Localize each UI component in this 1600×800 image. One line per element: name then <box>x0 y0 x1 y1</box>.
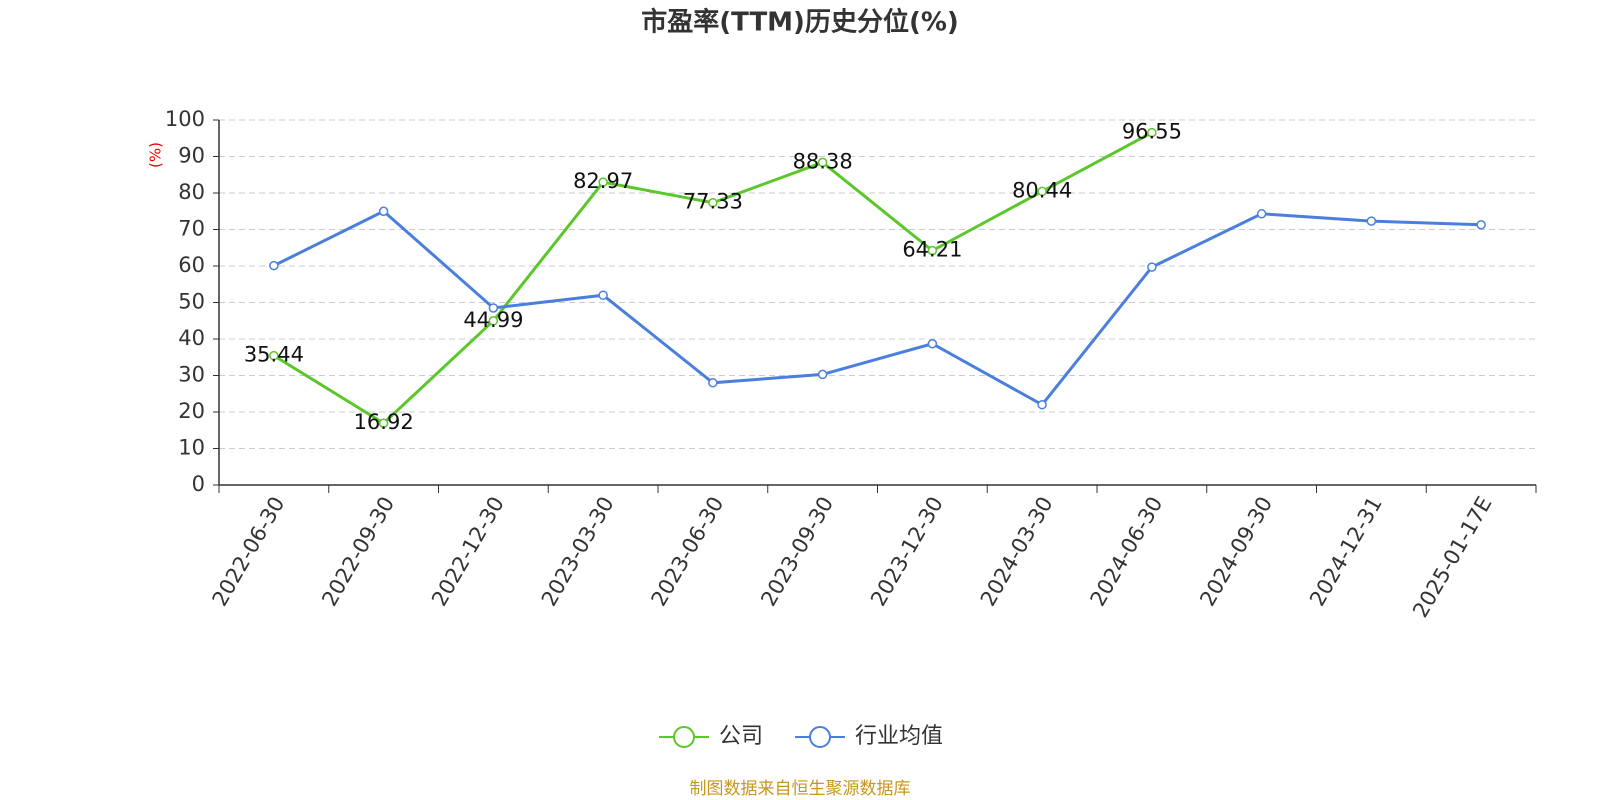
data-point <box>1366 216 1377 226</box>
data-point <box>378 418 389 428</box>
legend-marker <box>809 726 832 748</box>
chart-title: 市盈率(TTM)历史分位(%) <box>641 7 959 38</box>
data-point <box>1476 220 1486 230</box>
y-tick-label: 40 <box>178 326 205 350</box>
data-point <box>488 303 499 313</box>
x-tick-label: 2022-06-30 <box>208 493 290 611</box>
y-tick-label: 10 <box>178 436 205 460</box>
y-tick-label: 20 <box>178 399 205 423</box>
data-point <box>269 350 279 361</box>
data-point <box>598 177 608 187</box>
data-point <box>1147 127 1157 138</box>
legend-marker <box>673 726 695 748</box>
legend-label: 公司 <box>719 724 763 749</box>
data-point <box>708 197 718 208</box>
y-tick-label: 70 <box>178 217 205 241</box>
y-tick-label: 50 <box>178 290 205 314</box>
data-point <box>1037 186 1047 197</box>
y-tick-label: 30 <box>178 363 205 387</box>
data-point <box>378 206 389 216</box>
legend-label: 行业均值 <box>855 724 943 749</box>
x-tick-label: 2023-09-30 <box>756 493 838 611</box>
x-tick-label: 2025-01-17E <box>1408 493 1496 622</box>
data-label: 88.38 <box>793 149 853 173</box>
data-point <box>598 290 608 300</box>
x-tick-label: 2024-06-30 <box>1086 493 1168 611</box>
data-point <box>927 245 938 256</box>
x-tick-label: 2023-03-30 <box>537 493 619 611</box>
y-tick-label: 100 <box>165 107 205 131</box>
data-point <box>1256 209 1267 219</box>
y-tick-label: 60 <box>178 253 205 277</box>
data-point <box>488 316 499 326</box>
data-point <box>1037 399 1047 410</box>
data-label: 35.44 <box>244 343 304 367</box>
data-label: 82.97 <box>573 169 633 193</box>
y-axis-label: (%) <box>147 142 165 168</box>
y-tick-label: 80 <box>178 180 205 204</box>
series-line <box>273 209 1482 407</box>
data-label: 16.92 <box>354 410 414 434</box>
x-tick-label: 2024-12-31 <box>1305 493 1387 611</box>
source-note: 制图数据来自恒生聚源数据库 <box>690 779 911 799</box>
data-point <box>269 260 279 271</box>
x-tick-label: 2024-03-30 <box>976 493 1058 611</box>
data-point <box>817 369 828 380</box>
x-tick-label: 2024-09-30 <box>1195 493 1277 611</box>
data-point <box>708 378 718 388</box>
x-tick-label: 2023-12-30 <box>866 493 948 611</box>
data-point <box>927 338 938 349</box>
data-label: 80.44 <box>1012 178 1072 202</box>
y-tick-label: 0 <box>192 472 205 496</box>
data-label: 96.55 <box>1122 120 1182 144</box>
x-tick-label: 2022-09-30 <box>317 493 399 611</box>
y-tick-label: 90 <box>178 144 205 168</box>
data-label: 64.21 <box>902 238 962 262</box>
data-point <box>1147 262 1157 272</box>
x-tick-label: 2022-12-30 <box>427 493 509 611</box>
data-point <box>817 157 828 168</box>
x-tick-label: 2023-06-30 <box>647 493 729 611</box>
data-label: 77.33 <box>683 190 743 214</box>
